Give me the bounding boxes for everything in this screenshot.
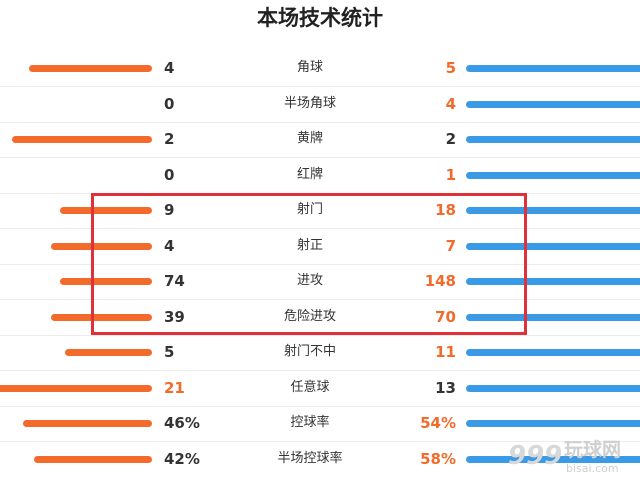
stat-row: 39 危险进攻 70	[0, 299, 640, 336]
stat-label: 危险进攻	[283, 308, 336, 324]
stat-label: 红牌	[296, 166, 323, 182]
stat-label: 控球率	[290, 415, 330, 430]
away-value: 18	[435, 201, 456, 219]
home-value: 0	[164, 94, 175, 113]
away-value: 54%	[420, 414, 456, 432]
away-value: 11	[435, 343, 456, 361]
stat-label: 射门不中	[283, 344, 336, 359]
watermark-number: 999	[508, 441, 562, 471]
home-bar	[12, 136, 152, 143]
stat-row: 4 角球 5	[0, 50, 640, 87]
home-value: 39	[164, 307, 185, 326]
stat-label: 进攻	[296, 273, 323, 288]
stat-row: 21 任意球 13	[0, 370, 640, 407]
watermark-logo: 999 玩球网 bisai.com	[508, 438, 621, 475]
home-bar	[34, 455, 152, 463]
stat-row: 0 红牌 1	[0, 157, 640, 194]
home-value: 5	[164, 343, 175, 361]
away-value: 1	[445, 165, 456, 184]
stat-row: 42% 半场控球率 58%	[0, 441, 640, 477]
stat-label: 任意球	[290, 379, 330, 395]
away-bar	[466, 136, 640, 143]
home-bar	[29, 65, 152, 72]
away-bar	[466, 313, 640, 321]
home-value: 4	[164, 236, 175, 255]
away-bar	[466, 100, 640, 108]
home-value: 4	[164, 59, 175, 77]
away-value: 13	[435, 378, 456, 397]
away-value: 58%	[420, 449, 456, 468]
home-value: 2	[164, 130, 175, 148]
stat-row: 74 进攻 148	[0, 263, 640, 300]
home-bar	[65, 349, 152, 356]
away-bar	[466, 455, 640, 463]
home-bar	[0, 384, 152, 392]
stat-row: 5 射门不中 11	[0, 334, 640, 371]
home-value: 21	[164, 378, 185, 397]
away-bar	[466, 207, 640, 214]
stat-label: 角球	[296, 60, 323, 75]
home-bar	[23, 420, 152, 427]
stat-row: 46% 控球率 54%	[0, 405, 640, 442]
away-bar	[466, 420, 640, 427]
home-value: 46%	[164, 414, 200, 432]
stat-label: 半场角球	[283, 95, 336, 111]
away-bar	[466, 349, 640, 356]
home-value: 42%	[164, 449, 200, 468]
away-value: 7	[445, 236, 456, 255]
page-title: 本场技术统计	[257, 6, 383, 30]
away-bar	[466, 242, 640, 250]
home-value: 9	[164, 201, 175, 219]
stat-row: 0 半场角球 4	[0, 86, 640, 123]
away-bar	[466, 65, 640, 72]
away-bar	[466, 278, 640, 285]
highlight-box	[91, 193, 527, 335]
stat-label: 黄牌	[296, 131, 323, 146]
home-bar	[60, 278, 152, 285]
away-value: 148	[424, 272, 456, 290]
away-bar	[466, 384, 640, 392]
home-value: 0	[164, 165, 175, 184]
home-bar	[51, 313, 152, 321]
away-value: 5	[445, 59, 456, 77]
away-value: 70	[435, 307, 456, 326]
stat-label: 半场控球率	[277, 450, 343, 466]
away-value: 2	[445, 130, 456, 148]
watermark-site: bisai.com	[566, 462, 619, 475]
stat-row: 2 黄牌 2	[0, 121, 640, 158]
home-value: 74	[164, 272, 185, 290]
home-bar	[60, 207, 152, 214]
home-bar	[51, 242, 152, 250]
stat-row: 4 射正 7	[0, 228, 640, 265]
stat-row: 9 射门 18	[0, 192, 640, 229]
away-bar	[466, 171, 640, 179]
stat-label: 射正	[296, 237, 323, 253]
stat-label: 射门	[296, 202, 323, 217]
away-value: 4	[445, 94, 456, 113]
watermark-cn: 玩球网	[564, 438, 621, 461]
